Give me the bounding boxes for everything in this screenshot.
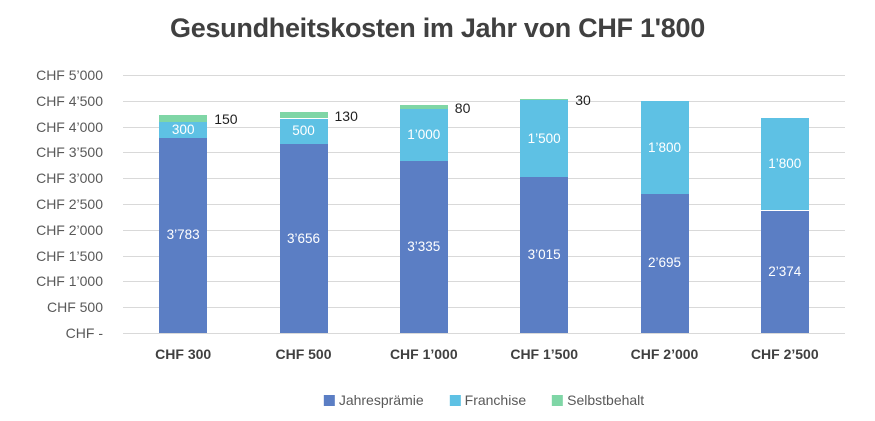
y-axis-tick-label: CHF 2’000 bbox=[36, 221, 103, 238]
legend-label: Franchise bbox=[464, 392, 527, 408]
bar-value-label: 3’656 bbox=[286, 230, 321, 246]
bar-value-label: 1’500 bbox=[527, 130, 561, 146]
bar-segment-franchise: 300 bbox=[159, 122, 208, 138]
gridline bbox=[123, 333, 845, 334]
y-axis-tick-label: CHF 4’000 bbox=[36, 118, 103, 135]
selbstbehalt-callout: 130 bbox=[334, 108, 358, 125]
selbstbehalt-callout: 150 bbox=[214, 111, 238, 128]
bar-segment-franchise: 1’800 bbox=[760, 117, 809, 211]
bar-value-label: 500 bbox=[292, 123, 315, 139]
bar-value-label: 3’783 bbox=[166, 227, 200, 243]
y-axis-tick-label: CHF - bbox=[65, 325, 103, 341]
x-axis-category-label: CHF 1’000 bbox=[389, 346, 458, 362]
y-axis-tick-label: CHF 3’000 bbox=[36, 170, 103, 187]
y-axis-tick-label: CHF 4’500 bbox=[36, 92, 103, 109]
x-axis-category-label: CHF 2’500 bbox=[750, 346, 819, 362]
bar-segment-jahrespraemie: 3’656 bbox=[279, 144, 328, 333]
bar-value-label: 1’800 bbox=[647, 139, 682, 155]
y-axis-tick-label: CHF 500 bbox=[46, 299, 103, 316]
legend-item: Franchise bbox=[449, 392, 527, 409]
legend-swatch-icon bbox=[449, 395, 461, 406]
bar-segment-jahrespraemie: 2’374 bbox=[760, 210, 809, 333]
selbstbehalt-callout: 30 bbox=[575, 92, 591, 109]
bar-value-label: 3’335 bbox=[407, 238, 441, 254]
legend-item: Jahresprämie bbox=[323, 392, 424, 409]
x-axis-category-label: CHF 300 bbox=[155, 346, 212, 362]
y-axis-tick-label: CHF 2’500 bbox=[36, 196, 103, 212]
bar-segment-selbstbehalt bbox=[159, 114, 208, 123]
bar-value-label: 1’800 bbox=[768, 156, 802, 172]
bar-segment-jahrespraemie: 3’335 bbox=[399, 160, 448, 333]
bar-segment-franchise: 1’800 bbox=[640, 101, 689, 194]
gridline bbox=[123, 178, 845, 180]
bar-value-label: 1’000 bbox=[407, 127, 441, 143]
bar-segment-franchise: 1’500 bbox=[520, 100, 569, 178]
selbstbehalt-callout: 80 bbox=[454, 100, 471, 117]
bar-value-label: 300 bbox=[171, 122, 195, 138]
bar-segment-jahrespraemie: 3’783 bbox=[159, 137, 208, 333]
chart-title: Gesundheitskosten im Jahr von CHF 1'800 bbox=[170, 13, 705, 43]
bar-value-label: 2’695 bbox=[647, 255, 682, 271]
bar-segment-jahrespraemie: 3’015 bbox=[520, 177, 569, 333]
bar-value-label: 2’374 bbox=[768, 263, 802, 279]
legend: Jahresprämie Franchise Selbstbehalt bbox=[323, 392, 644, 409]
gridline bbox=[123, 100, 845, 102]
legend-label: Jahresprämie bbox=[338, 392, 424, 408]
bar-segment-selbstbehalt bbox=[399, 105, 448, 110]
legend-swatch-icon bbox=[552, 395, 564, 406]
y-axis-tick-label: CHF 1’000 bbox=[36, 273, 103, 290]
gridline bbox=[123, 229, 845, 231]
bar-segment-jahrespraemie: 2’695 bbox=[640, 193, 689, 333]
bar-segment-selbstbehalt bbox=[520, 98, 569, 100]
gridline bbox=[123, 255, 845, 257]
x-axis-category-label: CHF 500 bbox=[275, 346, 332, 362]
gridline bbox=[123, 307, 845, 309]
x-axis-category-label: CHF 1’500 bbox=[510, 346, 579, 362]
y-axis-tick-label: CHF 1’500 bbox=[36, 247, 103, 264]
gridline bbox=[123, 126, 845, 128]
y-axis-tick-label: CHF 5’000 bbox=[36, 67, 103, 83]
gridline bbox=[123, 75, 845, 76]
bar-segment-franchise: 1’000 bbox=[399, 109, 448, 161]
bar-segment-franchise: 500 bbox=[279, 118, 328, 145]
gridline bbox=[123, 281, 845, 283]
y-axis-tick-label: CHF 3’500 bbox=[36, 144, 103, 161]
gridline bbox=[123, 204, 845, 205]
x-axis-category-label: CHF 2’000 bbox=[630, 346, 699, 362]
bar-segment-selbstbehalt bbox=[279, 111, 328, 119]
legend-label: Selbstbehalt bbox=[567, 392, 645, 408]
legend-swatch-icon bbox=[323, 395, 335, 406]
gridline bbox=[123, 152, 845, 154]
bar-value-label: 3’015 bbox=[527, 247, 561, 263]
legend-item: Selbstbehalt bbox=[552, 392, 644, 409]
